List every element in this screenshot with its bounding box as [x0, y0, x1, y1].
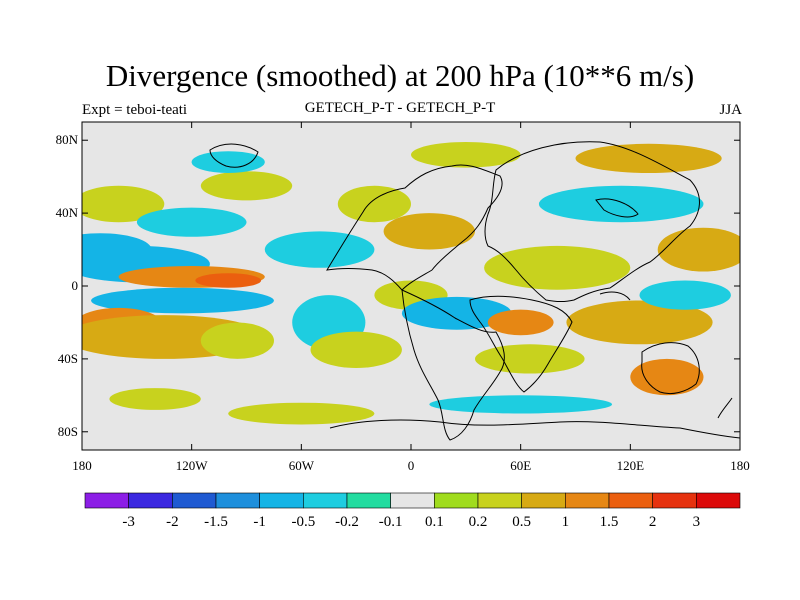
divergence-field-16 [383, 213, 475, 250]
continent-africa [469, 295, 573, 393]
divergence-field-9 [136, 207, 247, 237]
y-tick-label: 40S [58, 351, 78, 366]
colorbar-swatch [477, 492, 522, 509]
divergence-field-17 [411, 142, 521, 168]
continent-north-america [326, 164, 503, 291]
colorbar-label: 0.2 [469, 514, 488, 530]
colorbar-swatch [434, 492, 479, 509]
colorbar-swatch [259, 492, 304, 509]
divergence-field-21 [475, 344, 585, 374]
divergence-field-20 [487, 309, 554, 336]
x-tick-label: 60E [510, 458, 531, 473]
divergence-field-26 [630, 358, 704, 396]
colorbar-swatch [84, 492, 129, 509]
season-label: JJA [719, 102, 742, 118]
island-indonesia [599, 291, 631, 301]
divergence-field-22 [484, 245, 631, 290]
island-japan [595, 198, 639, 218]
colorbar-swatch [172, 492, 217, 509]
x-tick-label: 0 [408, 458, 415, 473]
colorbar-label: -0.5 [291, 514, 315, 530]
y-tick-label: 40N [56, 205, 79, 220]
colorbar-swatch [303, 492, 348, 509]
divergence-field-4 [91, 287, 274, 314]
colorbar-label: 1 [562, 514, 570, 530]
divergence-field-30 [429, 395, 613, 414]
colorbar-label: -2 [166, 514, 179, 530]
divergence-field-28 [639, 280, 731, 310]
colorbar-label: 2 [649, 514, 657, 530]
experiment-label: Expt = teboi-teati [82, 102, 188, 118]
colorbar-label: -3 [122, 514, 135, 530]
colorbar-label: 3 [693, 514, 701, 530]
colorbar-label: -0.1 [379, 514, 403, 530]
divergence-field-12 [264, 231, 375, 268]
colorbar-label: -1.5 [204, 514, 228, 530]
divergence-field-3 [195, 273, 262, 288]
divergence-field-14 [310, 331, 402, 368]
colorbar-swatch [696, 492, 741, 509]
divergence-field-23 [538, 185, 704, 223]
continent-antarctica [329, 419, 740, 439]
divergence-field-15 [337, 185, 411, 223]
continent-eurasia [484, 141, 700, 302]
colorbar-swatch [128, 492, 173, 509]
divergence-fields [82, 142, 740, 425]
colorbar-swatch [521, 492, 566, 509]
x-tick-label: 120E [617, 458, 645, 473]
colorbar-label: 0.5 [512, 514, 531, 530]
divergence-field-10 [200, 171, 293, 201]
colorbar: -3 -2 -1.5 -1 -0.5 -0.2 -0.1 0.1 0.2 0.5 1 1.5 2 3 [84, 492, 741, 530]
y-tick-label: 0 [72, 278, 79, 293]
colorbar-swatch [608, 492, 653, 509]
continent-south-america [401, 289, 505, 441]
divergence-field-25 [566, 300, 713, 345]
x-tick-label: 120W [176, 458, 209, 473]
continent-outlines [209, 141, 740, 441]
colorbar-label: -1 [253, 514, 266, 530]
colorbar-label: 0.1 [425, 514, 444, 530]
colorbar-swatch [565, 492, 610, 509]
continent-australia [641, 342, 700, 395]
x-tick-label: 60W [289, 458, 315, 473]
divergence-field-31 [109, 388, 201, 410]
plot-frame [81, 121, 741, 451]
divergence-field-29 [228, 402, 375, 425]
colorbar-swatch [215, 492, 260, 509]
colorbar-label: -0.2 [335, 514, 359, 530]
y-axis-ticks: 80N 40N 0 40S 80S [56, 132, 740, 439]
divergence-field-8 [82, 185, 165, 223]
y-tick-label: 80N [56, 132, 79, 147]
colorbar-swatch [652, 492, 697, 509]
divergence-field-27 [657, 227, 740, 272]
model-difference-label: GETECH_P-T - GETECH_P-T [304, 100, 496, 116]
y-tick-label: 80S [58, 424, 78, 439]
colorbar-swatch [390, 492, 435, 509]
island-new-zealand [717, 397, 733, 419]
chart-title: Divergence (smoothed) at 200 hPa (10**6 … [105, 58, 695, 93]
colorbar-swatch [346, 492, 391, 509]
x-tick-label: 180 [72, 458, 92, 473]
divergence-field-7 [200, 322, 274, 359]
divergence-field-19 [401, 296, 512, 330]
x-tick-label: 180 [730, 458, 750, 473]
divergence-field-11 [191, 151, 265, 174]
colorbar-label: 1.5 [600, 514, 619, 530]
continent-greenland [209, 143, 259, 168]
